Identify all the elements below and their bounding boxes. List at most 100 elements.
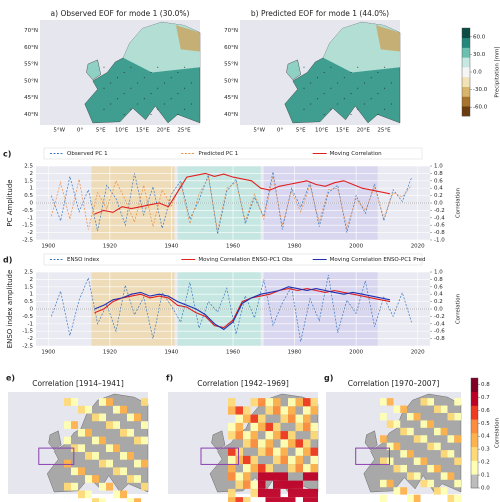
correlation-cell: [265, 497, 273, 502]
significance-dot: [150, 72, 152, 73]
correlation-cell: [141, 398, 148, 406]
y-tick-label: 0: [30, 201, 34, 207]
correlation-cell: [454, 457, 461, 465]
colorbar-swatch: [471, 433, 478, 448]
correlation-cell: [427, 442, 434, 451]
significance-dot: [177, 72, 179, 73]
correlation-cell: [310, 497, 318, 502]
correlation-cell: [400, 450, 407, 458]
correlation-cell: [393, 420, 401, 428]
panel-letter: d): [3, 256, 12, 265]
colorbar-label: Correlation: [495, 417, 500, 448]
correlation-cell: [250, 488, 258, 498]
lon-label: 20°E: [357, 128, 371, 134]
significance-dot: [163, 103, 165, 105]
correlation-cell: [434, 442, 441, 451]
lon-label: 15°E: [136, 128, 150, 134]
correlation-cell: [280, 447, 288, 456]
correlation-cell: [310, 398, 318, 407]
y-tick-label: 0: [30, 307, 34, 313]
y2-tick-label: 0.6: [434, 178, 443, 184]
significance-dot: [384, 66, 386, 68]
correlation-cell: [113, 490, 120, 499]
correlation-cell: [380, 479, 387, 488]
y-axis-label: ENSO index amplitude: [6, 270, 14, 349]
significance-dot: [190, 103, 192, 105]
correlation-cell: [420, 398, 428, 406]
correlation-cell: [273, 422, 281, 432]
correlation-cell: [454, 398, 461, 406]
series-line: [51, 171, 412, 235]
correlation-cell: [71, 482, 78, 491]
significance-dot: [370, 77, 372, 79]
colorbar-tick-label: 60.0: [473, 34, 486, 40]
significance-dot: [337, 82, 339, 84]
correlation-cell: [106, 482, 113, 491]
significance-dot: [143, 77, 145, 79]
y-tick-label: 1: [30, 292, 34, 298]
correlation-cell: [250, 414, 258, 423]
lon-label: 5°E: [96, 128, 106, 134]
lon-label: 25°E: [177, 128, 191, 134]
correlation-cell: [127, 413, 134, 422]
y2-tick-label: -0.2: [434, 208, 445, 214]
colorbar-tick-label: -60.0: [473, 105, 488, 111]
correlation-cell: [258, 488, 266, 498]
correlation-cell: [303, 472, 311, 481]
significance-dot: [384, 87, 386, 89]
lon-label: 20°E: [157, 128, 171, 134]
correlation-cell: [303, 497, 311, 502]
significance-dot: [190, 82, 192, 84]
significance-dot: [170, 77, 172, 79]
correlation-cell: [288, 431, 296, 440]
correlation-cell: [250, 480, 258, 489]
colorbar-swatch: [462, 67, 470, 78]
lon-label: 0°: [77, 128, 83, 134]
correlation-cell: [113, 444, 120, 453]
correlation-cell: [303, 414, 311, 423]
correlation-cell: [235, 455, 243, 465]
correlation-cell: [295, 414, 303, 423]
correlation-cell: [288, 414, 296, 423]
y2-tick-label: -0.8: [434, 230, 445, 236]
correlation-cell: [64, 398, 71, 406]
correlation-cell: [141, 421, 148, 429]
lat-label: 55°N: [24, 62, 38, 68]
correlation-cell: [288, 464, 296, 473]
y2-tick-label: 0.6: [434, 284, 443, 290]
correlation-cell: [393, 487, 401, 495]
lat-label: 60°N: [24, 45, 38, 51]
colorbar-tick-label: 0.6: [481, 408, 490, 414]
correlation-cell: [280, 497, 288, 502]
correlation-cell: [99, 413, 106, 422]
lon-label: 10°E: [115, 128, 129, 134]
correlation-cell: [106, 444, 113, 453]
land-dry: [376, 25, 400, 52]
significance-dot: [303, 87, 305, 89]
correlation-cell: [99, 459, 106, 468]
correlation-cell: [440, 427, 448, 436]
correlation-cell: [141, 482, 148, 491]
series-line: [94, 286, 391, 331]
correlation-cell: [243, 497, 251, 502]
x-tick-label: 2020: [411, 350, 425, 356]
x-tick-label: 1940: [164, 350, 178, 356]
significance-dot: [177, 114, 179, 115]
colorbar-swatch: [462, 57, 470, 68]
y2-tick-label: 1.0: [434, 270, 443, 276]
correlation-cell: [303, 406, 311, 415]
lat-label: 45°N: [224, 95, 238, 101]
correlation-cell: [228, 447, 236, 456]
y-tick-label: -0.5: [22, 314, 33, 320]
correlation-cell: [235, 414, 243, 423]
correlation-cell: [447, 494, 455, 502]
map-title: Correlation [1914–1941]: [32, 379, 124, 388]
significance-dot: [123, 72, 125, 73]
correlation-cell: [273, 480, 281, 489]
correlation-cell: [243, 414, 251, 423]
correlation-cell: [92, 475, 99, 483]
y2-tick-label: 0.4: [434, 292, 443, 298]
significance-dot: [150, 114, 152, 115]
correlation-cell: [400, 405, 407, 413]
correlation-cell: [440, 487, 448, 495]
